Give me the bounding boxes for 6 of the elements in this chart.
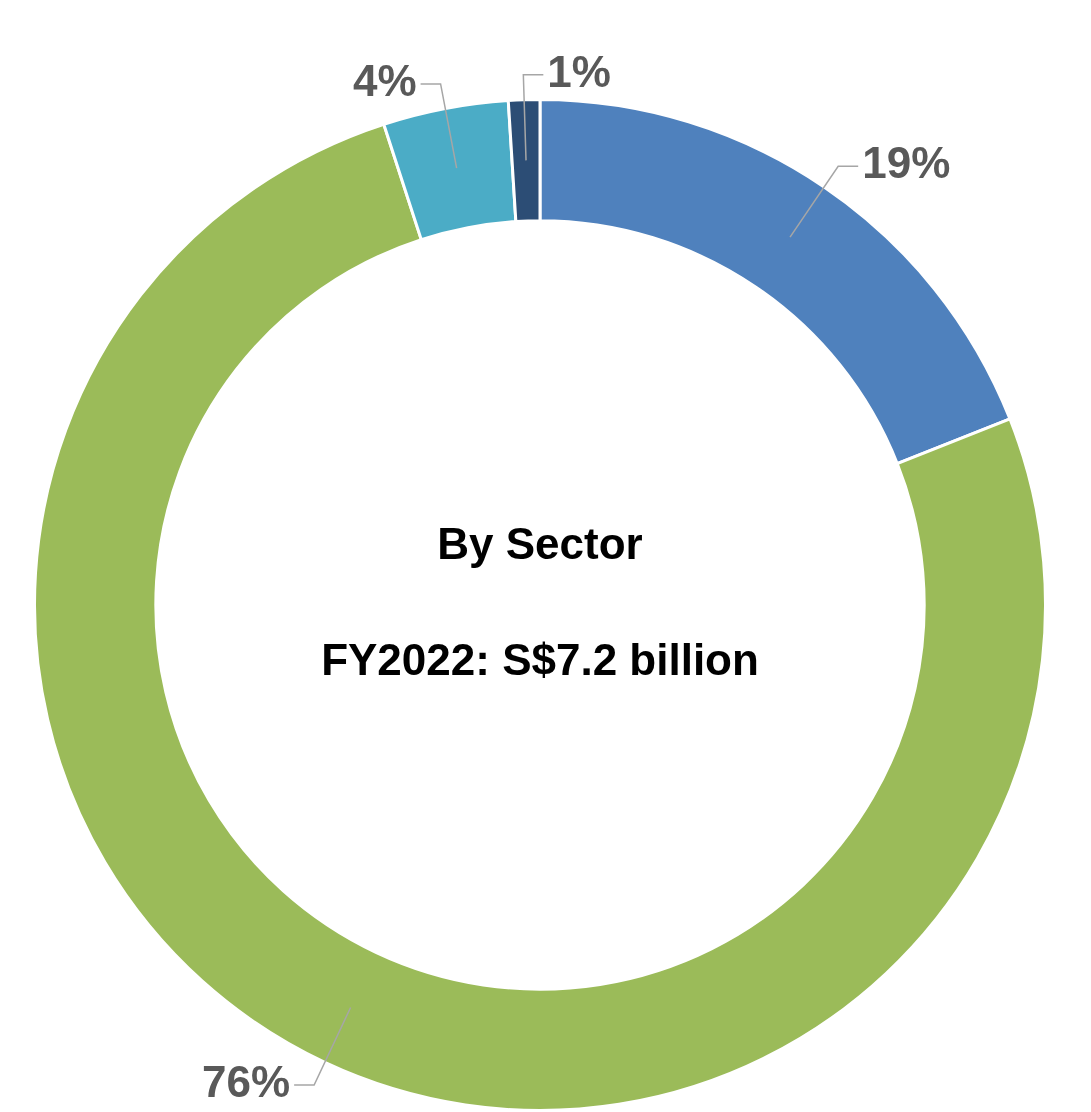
- text: By Sector: [437, 519, 643, 569]
- data-label: 4%: [353, 56, 417, 106]
- data-label: 76%: [202, 1057, 291, 1107]
- text: FY2022: S$7.2 billion: [321, 635, 759, 685]
- data-label: 1%: [547, 46, 611, 96]
- data-label: 19%: [862, 138, 951, 188]
